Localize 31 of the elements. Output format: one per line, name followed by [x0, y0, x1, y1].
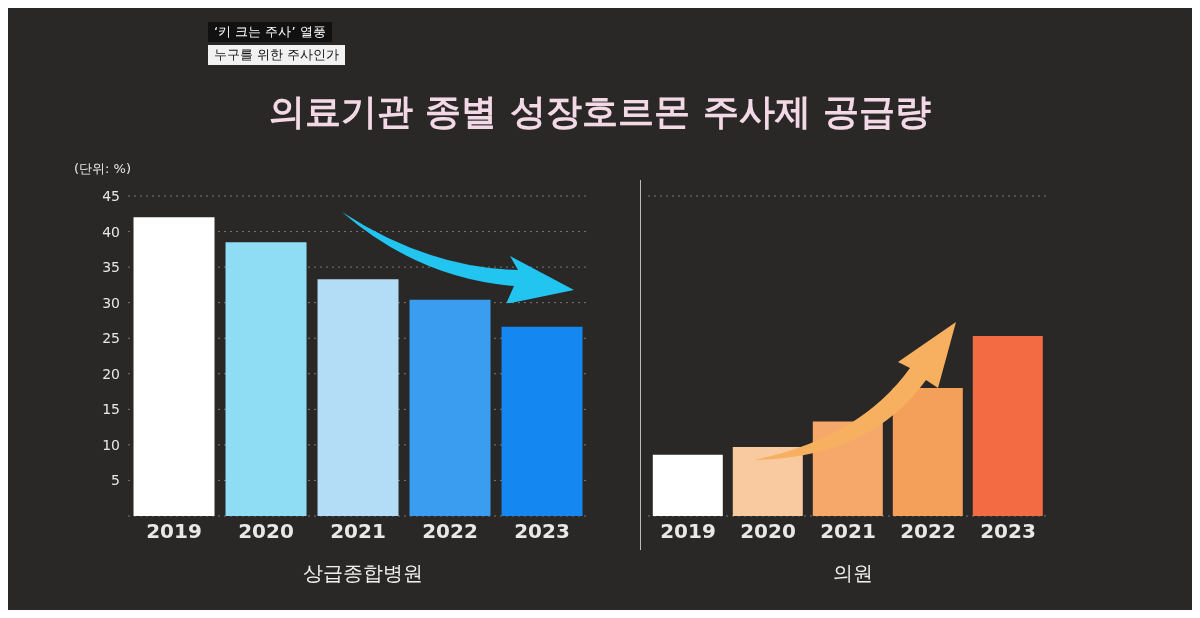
x-axis-title: 상급종합병원: [302, 560, 424, 587]
x-tick-label: 2023: [980, 519, 1036, 544]
x-tick-label: 2020: [238, 519, 294, 544]
x-tick-label: 2021: [330, 519, 386, 544]
y-tick-label: 15: [102, 401, 120, 418]
y-axis-title: (단위: %): [74, 160, 132, 178]
bar: [732, 447, 803, 516]
bar: [972, 336, 1043, 516]
x-axis-title: 의원: [832, 560, 874, 587]
bar: [501, 326, 583, 516]
chart-title: 의료기관 종별 성장호르몬 주사제 공급량: [267, 90, 933, 134]
y-tick-label: 5: [111, 472, 120, 489]
x-tick-label: 2022: [900, 519, 956, 544]
y-tick-label: 20: [102, 365, 120, 382]
y-tick-label: 25: [102, 330, 120, 347]
y-tick-label: 35: [102, 259, 120, 276]
y-tick-label: 10: [102, 436, 120, 453]
y-tick-label: 30: [102, 294, 120, 311]
x-tick-label: 2019: [146, 519, 202, 544]
bar: [225, 242, 307, 516]
text: ‘키 크는 주사’ 열풍: [208, 22, 332, 42]
x-tick-label: 2022: [422, 519, 478, 544]
text: 누구를 위한 주사인가: [208, 45, 346, 65]
x-tick-label: 2019: [660, 519, 716, 544]
y-tick-label: 45: [102, 187, 120, 204]
bar: [652, 454, 723, 516]
bar: [133, 217, 215, 516]
y-tick-label: 40: [102, 223, 120, 240]
x-tick-label: 2021: [820, 519, 876, 544]
x-tick-label: 2020: [740, 519, 796, 544]
x-tick-label: 2023: [514, 519, 570, 544]
